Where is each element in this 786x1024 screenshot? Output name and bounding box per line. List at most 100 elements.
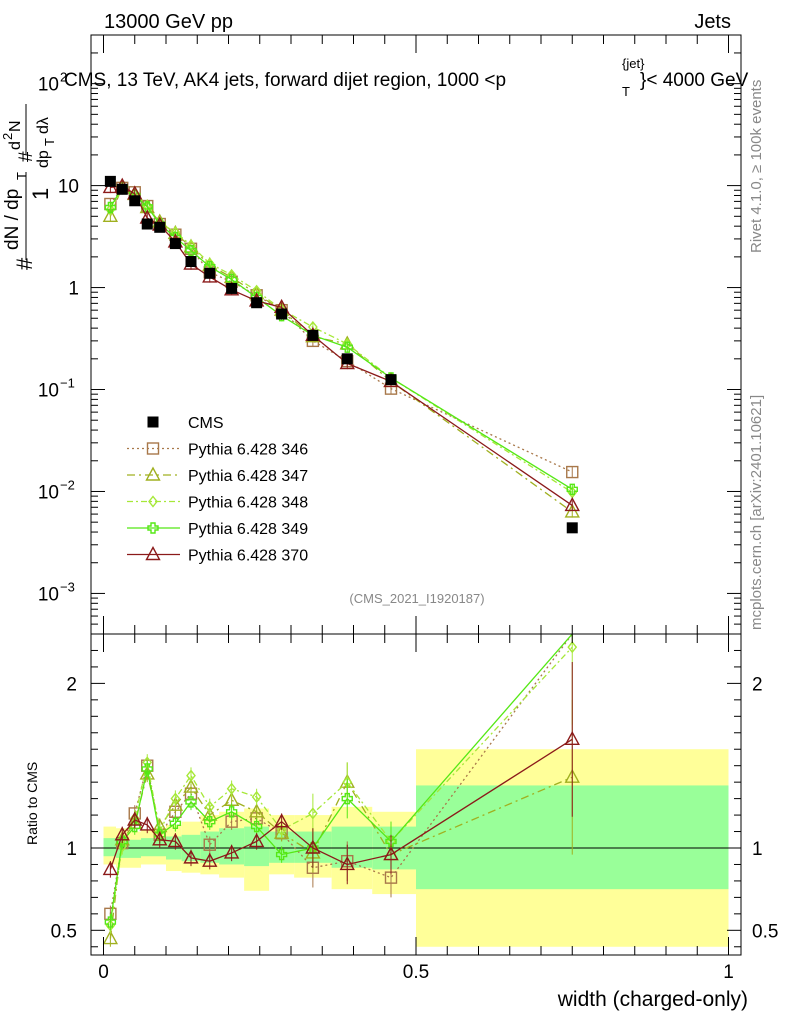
svg-text:10: 10 xyxy=(38,75,59,96)
ratio-point xyxy=(276,823,287,837)
ratio-band-green xyxy=(103,838,116,857)
data-point xyxy=(141,201,153,213)
ratio-point xyxy=(141,763,153,775)
ratio-point xyxy=(225,806,238,818)
ratio-point xyxy=(250,820,263,833)
plot-title-main: CMS, 13 TeV, AK4 jets, forward dijet reg… xyxy=(64,70,506,91)
main-y-tick-label: 1 xyxy=(68,279,79,300)
ratio-point xyxy=(339,855,355,871)
legend-entry-pythia-6-428-349: Pythia 6.428 349 xyxy=(127,521,308,538)
data-point xyxy=(102,207,119,222)
main-panel-frame xyxy=(90,34,742,635)
svg-text:dλ: dλ xyxy=(35,117,52,134)
analysis-id-label: (CMS_2021_I1920187) xyxy=(349,591,484,606)
plot-title-subscript: T xyxy=(622,84,630,99)
ratio-point xyxy=(104,916,117,928)
ratio-y-tick-label-left: 0.5 xyxy=(51,921,77,942)
data-point xyxy=(341,341,353,353)
ratio-y-tick-label-right: 1 xyxy=(752,839,763,860)
data-point xyxy=(276,308,288,320)
svg-text:−2: −2 xyxy=(60,477,75,492)
data-point xyxy=(129,195,141,207)
svg-text:T: T xyxy=(42,138,57,146)
plot-title-superscript: {jet} xyxy=(622,56,645,71)
ratio-point xyxy=(139,765,155,780)
ratio-point xyxy=(275,848,288,861)
data-point xyxy=(251,297,263,309)
data-point xyxy=(226,282,238,294)
svg-text:#: # xyxy=(12,257,37,270)
ratio-point xyxy=(273,824,290,839)
ratio-point xyxy=(183,778,199,793)
header-right-label: Jets xyxy=(694,11,731,33)
rivet-version-label: Rivet 4.1.0, ≥ 100k events xyxy=(748,80,765,253)
legend-entry-pythia-6-428-346: Pythia 6.428 346 xyxy=(127,442,308,459)
x-tick-label: 1 xyxy=(723,962,734,983)
ratio-point xyxy=(186,769,196,782)
data-point xyxy=(169,238,181,250)
ratio-band-green xyxy=(141,838,154,857)
series-line-pythia-6-428-346 xyxy=(109,187,573,473)
ratio-point xyxy=(183,849,199,864)
main-panel-series xyxy=(102,175,580,534)
svg-text:1: 1 xyxy=(28,188,53,200)
ratio-point xyxy=(169,817,182,830)
svg-text:#: # xyxy=(16,151,37,162)
data-point xyxy=(564,496,580,512)
svg-text:10: 10 xyxy=(38,482,59,503)
data-point xyxy=(204,267,216,279)
ratio-point xyxy=(102,860,119,876)
ratio-point xyxy=(167,832,184,848)
data-point xyxy=(185,256,197,268)
ratio-y-tick-label-left: 1 xyxy=(66,839,77,860)
data-point xyxy=(105,203,116,216)
svg-text:1: 1 xyxy=(68,279,79,300)
ratio-point xyxy=(226,782,237,795)
plot-title: CMS, 13 TeV, AK4 jets, forward dijet reg… xyxy=(64,56,749,99)
svg-text:N: N xyxy=(7,120,24,132)
ratio-point xyxy=(567,641,578,654)
x-axis-label: width (charged-only) xyxy=(557,988,748,1011)
main-y-tick-label: 10 −3 xyxy=(38,579,75,605)
svg-text:2: 2 xyxy=(60,70,67,85)
legend-marker xyxy=(148,495,158,508)
svg-text:10: 10 xyxy=(38,584,59,605)
legend-label: Pythia 6.428 349 xyxy=(188,521,308,538)
legend-entry-pythia-6-428-348: Pythia 6.428 348 xyxy=(127,495,308,512)
ratio-band-green xyxy=(128,839,141,858)
series-pythia-6-428-348 xyxy=(105,182,578,499)
ratio-y-tick-label-left: 2 xyxy=(66,674,77,695)
legend-entry-pythia-6-428-370: Pythia 6.428 370 xyxy=(127,546,308,565)
svg-text:−1: −1 xyxy=(60,376,75,391)
ratio-point xyxy=(127,811,143,826)
data-point xyxy=(385,374,397,386)
ratio-point xyxy=(204,815,216,828)
data-point xyxy=(154,221,166,233)
data-point xyxy=(104,201,117,214)
ratio-point xyxy=(139,816,155,831)
svg-text:CMS, 13 TeV, AK4 jets, forward: CMS, 13 TeV, AK4 jets, forward dijet reg… xyxy=(64,70,506,91)
ratio-point xyxy=(114,826,130,841)
ratio-series-pythia-6-428-370 xyxy=(102,661,580,885)
main-y-tick-label: 10 2 xyxy=(38,70,67,96)
legend-label: Pythia 6.428 348 xyxy=(188,495,308,512)
legend-marker xyxy=(146,442,160,455)
data-point xyxy=(566,465,579,479)
data-point xyxy=(104,175,116,187)
legend-label: Pythia 6.428 347 xyxy=(188,468,308,485)
ratio-point xyxy=(307,807,318,820)
ratio-point xyxy=(305,839,321,854)
ratio-point xyxy=(564,730,580,746)
data-point xyxy=(566,483,578,496)
data-point xyxy=(307,329,319,341)
legend-label: Pythia 6.428 370 xyxy=(188,548,308,565)
ratio-panel-series xyxy=(102,633,580,947)
ratio-point xyxy=(385,835,397,848)
legend-marker xyxy=(147,416,159,428)
ratio-point xyxy=(203,838,216,851)
ratio-point xyxy=(202,852,218,867)
data-point xyxy=(341,353,353,365)
main-y-tick-label: 10 xyxy=(58,177,79,198)
